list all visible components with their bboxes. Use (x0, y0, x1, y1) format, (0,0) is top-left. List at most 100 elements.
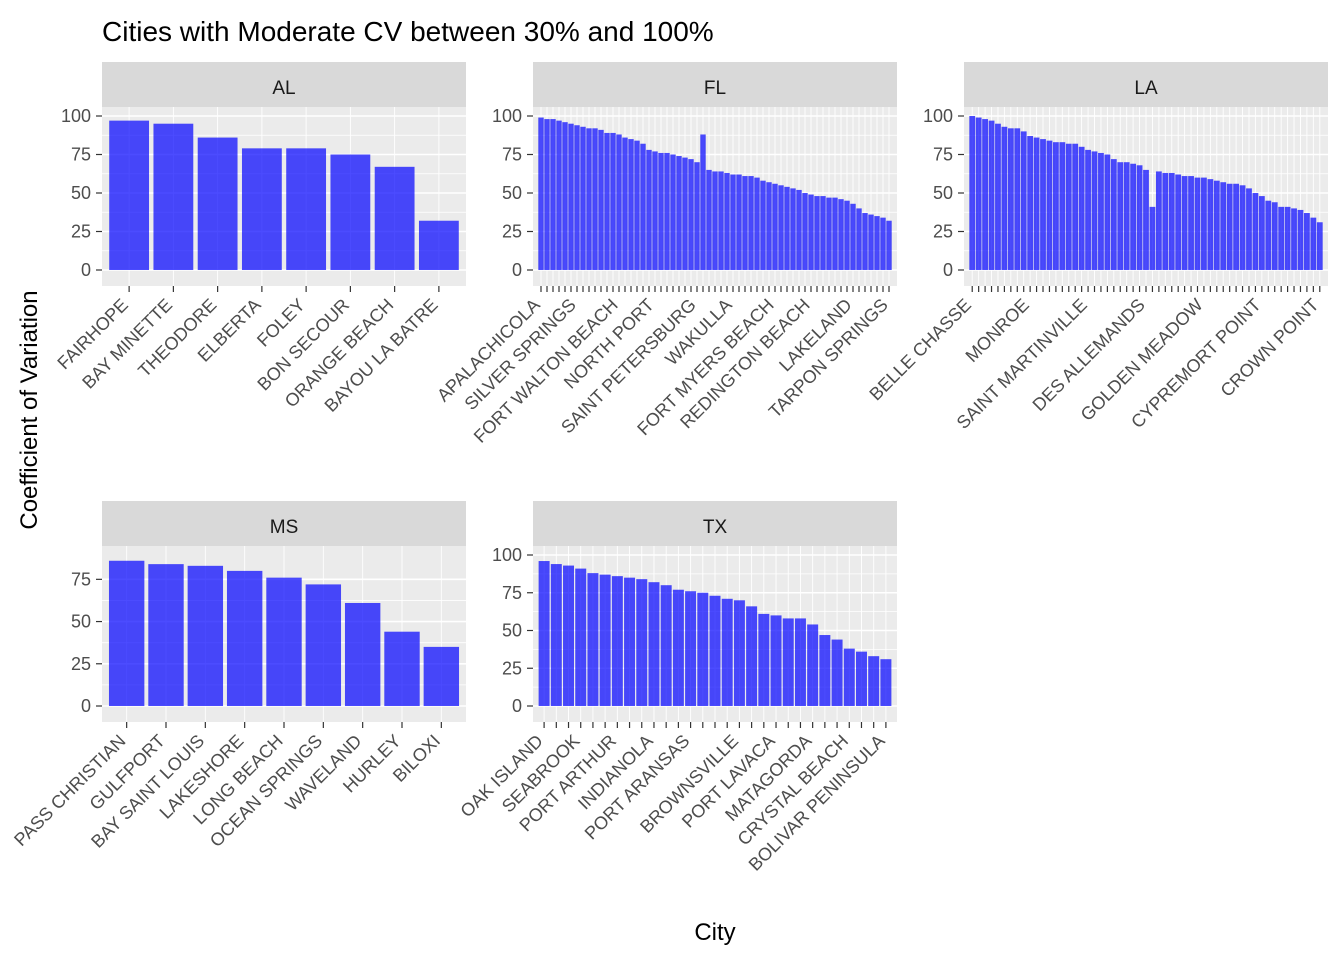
bar (652, 151, 658, 270)
bar (697, 592, 709, 706)
bar (794, 618, 806, 706)
bar (843, 648, 855, 706)
bar (724, 172, 730, 270)
bar (1104, 154, 1111, 270)
bar (1291, 208, 1297, 270)
bar (1149, 206, 1156, 270)
bar (648, 582, 660, 706)
x-category-label: CROWN POINT (1217, 295, 1323, 401)
facet-strip (533, 62, 897, 107)
bar (550, 564, 562, 706)
bar (790, 188, 796, 270)
y-tick-label: 50 (502, 621, 522, 641)
bar (646, 149, 652, 270)
bar (982, 119, 988, 270)
y-tick-label: 0 (943, 260, 953, 280)
bar (1252, 193, 1259, 270)
bar (538, 561, 550, 706)
y-tick-label: 25 (71, 654, 91, 674)
bar (1278, 206, 1285, 270)
y-tick-label: 50 (71, 612, 91, 632)
bar (730, 174, 736, 270)
bar (670, 154, 676, 270)
bar (819, 635, 831, 706)
bar (1091, 151, 1098, 270)
bar (344, 602, 381, 706)
bar (1110, 159, 1117, 270)
bar (868, 214, 874, 270)
bar (862, 213, 868, 270)
facet-strip-label: MS (270, 517, 299, 538)
bar (1194, 177, 1201, 270)
bar (682, 157, 688, 270)
bar (685, 591, 697, 706)
bar (1072, 143, 1079, 270)
bar (575, 568, 587, 706)
bar (886, 220, 892, 270)
bar (148, 564, 184, 706)
y-tick-label: 100 (492, 106, 522, 126)
y-tick-label: 0 (81, 696, 91, 716)
facet-strip-label: LA (1134, 78, 1158, 99)
y-tick-label: 25 (502, 222, 522, 242)
bar (1020, 131, 1027, 270)
y-tick-label: 50 (71, 183, 91, 203)
bar (634, 140, 640, 270)
bar (1007, 128, 1014, 270)
bar (874, 216, 880, 270)
bar (1143, 169, 1149, 270)
bar (640, 143, 646, 270)
y-tick-label: 100 (923, 106, 953, 126)
bar (868, 656, 880, 706)
bar (1155, 171, 1162, 270)
facet-strip (102, 62, 466, 107)
bar (969, 116, 976, 270)
bar (746, 606, 758, 706)
bar (592, 128, 598, 270)
bar (1284, 206, 1291, 270)
bar (772, 183, 778, 270)
bar (1059, 142, 1066, 270)
bar (733, 600, 745, 706)
bar (550, 119, 556, 270)
bar (1207, 179, 1214, 270)
y-tick-label: 0 (512, 260, 522, 280)
bar (1304, 213, 1310, 270)
bar (784, 186, 790, 270)
y-tick-label: 100 (61, 106, 91, 126)
bar (187, 565, 224, 706)
bar (1098, 152, 1104, 270)
bar (664, 152, 670, 270)
bar (1239, 185, 1246, 270)
bar (598, 129, 604, 270)
bar (742, 176, 748, 270)
bar (796, 189, 802, 270)
bar (770, 615, 782, 706)
facet-strip (964, 62, 1328, 107)
bar (330, 154, 371, 270)
y-tick-label: 25 (71, 222, 91, 242)
bar (1136, 165, 1143, 270)
bar (1117, 162, 1124, 270)
bar (782, 618, 794, 706)
bar (1052, 142, 1059, 270)
bar (1123, 162, 1130, 270)
bar (1220, 182, 1227, 270)
bar (109, 120, 150, 271)
bar (832, 197, 838, 270)
bar (563, 565, 575, 706)
bar (712, 171, 718, 270)
bar (574, 125, 580, 271)
bar (266, 577, 302, 706)
bar (1181, 176, 1188, 270)
y-tick-label: 0 (81, 260, 91, 280)
bar (808, 194, 814, 270)
bar (814, 196, 820, 270)
bar (660, 585, 672, 706)
bar (1027, 136, 1034, 270)
